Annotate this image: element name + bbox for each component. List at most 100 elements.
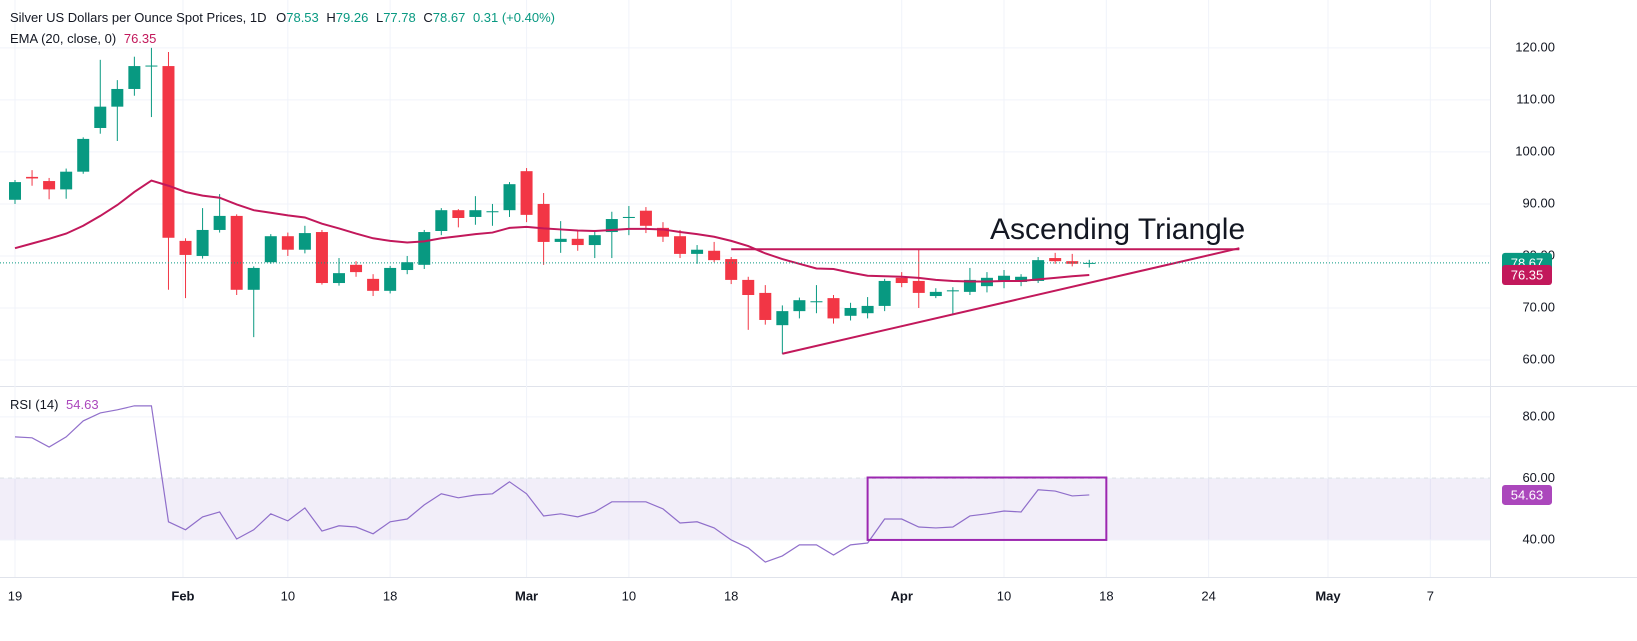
candle-body bbox=[298, 233, 311, 250]
candle-body bbox=[60, 171, 73, 190]
rsi-line bbox=[14, 405, 1090, 563]
candle-body bbox=[94, 106, 107, 128]
candle-body bbox=[895, 277, 908, 284]
candle-body bbox=[401, 262, 414, 271]
candle-body bbox=[435, 210, 448, 231]
candle-body bbox=[588, 235, 601, 246]
candle-body bbox=[230, 215, 243, 290]
y-tick-label: 60.00 bbox=[1522, 351, 1555, 366]
x-tick-label: 19 bbox=[8, 588, 22, 603]
candle-body bbox=[26, 176, 39, 179]
y-tick-label: 90.00 bbox=[1522, 195, 1555, 210]
candle-body bbox=[963, 279, 976, 292]
y-tick-label: 100.00 bbox=[1515, 143, 1555, 158]
candle-body bbox=[418, 232, 431, 265]
candle-body bbox=[247, 267, 260, 290]
x-tick-label: 10 bbox=[622, 588, 636, 603]
candle-body bbox=[691, 249, 704, 254]
candle-body bbox=[315, 232, 328, 284]
x-tick-label: May bbox=[1315, 588, 1341, 603]
candle-body bbox=[998, 275, 1011, 282]
candle-body bbox=[128, 66, 141, 89]
rsi-value-tag: 54.63 bbox=[1511, 487, 1544, 502]
x-tick-label: 10 bbox=[281, 588, 295, 603]
candle-body bbox=[861, 305, 874, 314]
candle-body bbox=[742, 279, 755, 295]
candle-body bbox=[9, 182, 22, 200]
candle-body bbox=[367, 278, 380, 291]
rsi-value-tag-box bbox=[1502, 484, 1552, 505]
labels-layer: Silver US Dollars per Ounce Spot Prices,… bbox=[8, 10, 1555, 603]
candle-body bbox=[844, 308, 857, 316]
candle-body bbox=[111, 88, 124, 107]
candle-body bbox=[759, 292, 772, 320]
candle-body bbox=[674, 236, 687, 254]
y-tick-label: 80.00 bbox=[1522, 408, 1555, 423]
background-layer bbox=[0, 0, 1637, 578]
marks-layer bbox=[0, 47, 1490, 563]
x-tick-label: 24 bbox=[1201, 588, 1215, 603]
ema-legend: EMA (20, close, 0) 76.35 bbox=[10, 31, 156, 46]
candle-body bbox=[1032, 260, 1045, 281]
ema-price-tag: 76.35 bbox=[1511, 267, 1544, 282]
open-value: 78.53 bbox=[286, 10, 319, 25]
candle-body bbox=[810, 301, 823, 303]
low-value: 77.78 bbox=[383, 10, 416, 25]
candle-body bbox=[503, 184, 516, 211]
trendline bbox=[782, 247, 1240, 355]
ohlc-label: L bbox=[376, 10, 383, 25]
candle-body bbox=[725, 259, 738, 280]
y-tick-label: 40.00 bbox=[1522, 531, 1555, 546]
candle-body bbox=[43, 181, 56, 190]
ohlc-label: C bbox=[423, 10, 432, 25]
candle-body bbox=[912, 280, 925, 293]
ohlc-label: O bbox=[276, 10, 286, 25]
candle-body bbox=[452, 210, 465, 218]
high-value: 79.26 bbox=[336, 10, 369, 25]
x-tick-label: 18 bbox=[383, 588, 397, 603]
candle-body bbox=[793, 300, 806, 312]
candle-body bbox=[162, 66, 175, 238]
annotation-text: Ascending Triangle bbox=[990, 213, 1245, 246]
candle-body bbox=[537, 203, 550, 242]
x-tick-label: Mar bbox=[515, 588, 538, 603]
y-tick-label: 70.00 bbox=[1522, 299, 1555, 314]
candle-body bbox=[213, 215, 226, 230]
annotation-rect bbox=[866, 476, 1108, 541]
candle-body bbox=[486, 211, 499, 213]
candle-body bbox=[776, 311, 789, 326]
candle-body bbox=[77, 138, 90, 172]
legend-header: Silver US Dollars per Ounce Spot Prices,… bbox=[10, 10, 555, 25]
candle-body bbox=[622, 216, 635, 218]
ema-line bbox=[14, 179, 1090, 283]
candle-body bbox=[827, 298, 840, 319]
candle-body bbox=[332, 273, 345, 284]
candle-body bbox=[571, 238, 584, 246]
rsi-value: 54.63 bbox=[66, 397, 99, 412]
candle-body bbox=[929, 291, 942, 297]
candle-body bbox=[878, 280, 891, 306]
candle-body bbox=[281, 236, 294, 250]
candle-body bbox=[656, 227, 669, 237]
y-tick-label: 120.00 bbox=[1515, 39, 1555, 54]
rsi-band bbox=[0, 478, 1490, 540]
rsi-name: RSI (14) bbox=[10, 397, 58, 412]
ema-name: EMA (20, close, 0) bbox=[10, 31, 116, 46]
candle-body bbox=[350, 264, 363, 273]
close-value: 78.67 bbox=[433, 10, 466, 25]
candle-body bbox=[1015, 276, 1028, 282]
x-tick-label: Apr bbox=[891, 588, 913, 603]
candle-body bbox=[384, 267, 397, 291]
x-tick-label: 18 bbox=[1099, 588, 1113, 603]
y-tick-label: 110.00 bbox=[1516, 91, 1555, 106]
ema-price-tag-box bbox=[1502, 264, 1552, 285]
candle-body bbox=[708, 250, 721, 261]
x-tick-label: Feb bbox=[171, 588, 194, 603]
candle-body bbox=[196, 229, 209, 256]
y-tick-label: 60.00 bbox=[1522, 470, 1555, 485]
x-tick-label: 18 bbox=[724, 588, 738, 603]
candle-body bbox=[1066, 261, 1079, 264]
candle-body bbox=[639, 210, 652, 226]
candle-body bbox=[946, 290, 959, 292]
